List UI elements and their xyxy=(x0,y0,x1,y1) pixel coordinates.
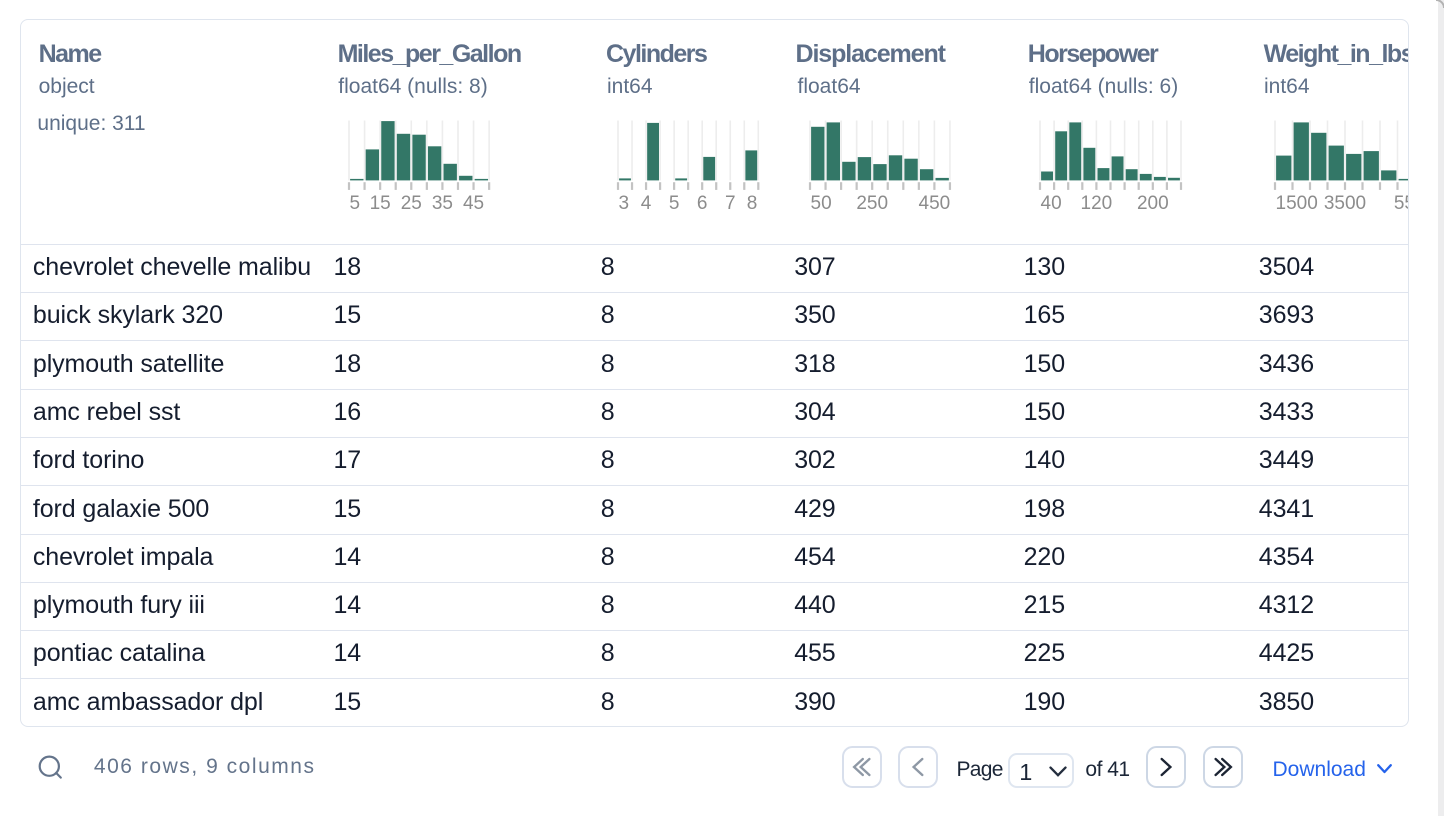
svg-text:50: 50 xyxy=(811,193,832,214)
svg-text:250: 250 xyxy=(856,193,888,214)
svg-text:1500: 1500 xyxy=(1275,193,1317,214)
svg-text:450: 450 xyxy=(919,193,951,214)
svg-text:40: 40 xyxy=(1041,193,1062,214)
svg-text:7: 7 xyxy=(724,193,735,214)
svg-text:15: 15 xyxy=(369,193,390,214)
svg-text:8: 8 xyxy=(746,193,757,214)
svg-text:3: 3 xyxy=(618,193,629,214)
svg-text:5500: 5500 xyxy=(1394,193,1409,214)
svg-text:4: 4 xyxy=(640,193,651,214)
svg-text:5: 5 xyxy=(668,193,679,214)
svg-text:35: 35 xyxy=(432,193,453,214)
svg-text:5: 5 xyxy=(349,193,360,214)
svg-text:200: 200 xyxy=(1137,193,1169,214)
svg-text:25: 25 xyxy=(401,193,422,214)
svg-text:120: 120 xyxy=(1081,193,1113,214)
svg-text:6: 6 xyxy=(696,193,707,214)
svg-text:3500: 3500 xyxy=(1324,193,1366,214)
svg-text:45: 45 xyxy=(463,193,484,214)
